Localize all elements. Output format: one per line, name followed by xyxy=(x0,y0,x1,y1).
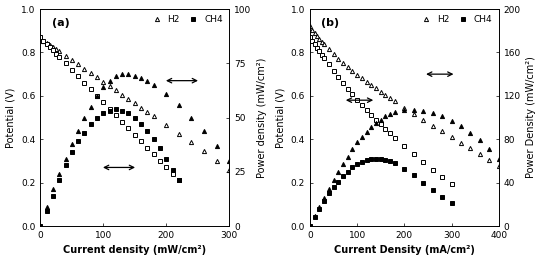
Legend: H2, CH4: H2, CH4 xyxy=(146,14,224,26)
X-axis label: Current Density (mA/cm²): Current Density (mA/cm²) xyxy=(334,245,475,256)
Text: (a): (a) xyxy=(51,18,69,28)
Y-axis label: Power density (mW/cm²): Power density (mW/cm²) xyxy=(257,57,267,178)
Y-axis label: Power Density (mW/cm²): Power Density (mW/cm²) xyxy=(526,57,537,179)
X-axis label: Current density (mW/cm²): Current density (mW/cm²) xyxy=(63,245,207,256)
Y-axis label: Potential (V): Potential (V) xyxy=(275,87,285,148)
Legend: H2, CH4: H2, CH4 xyxy=(415,14,494,26)
Y-axis label: Potential (V): Potential (V) xyxy=(5,87,16,148)
Text: (b): (b) xyxy=(321,18,339,28)
